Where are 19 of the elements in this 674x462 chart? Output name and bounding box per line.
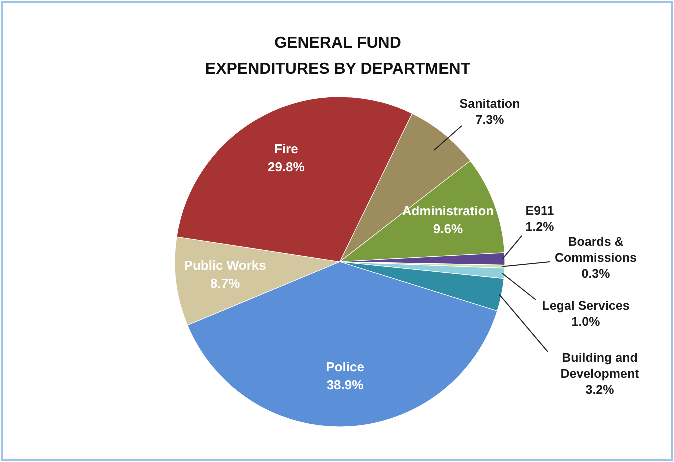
data-label: 8.7%: [210, 276, 241, 291]
slice-label: Boards & Commissions: [555, 235, 638, 265]
data-label: 1.0%: [572, 315, 600, 329]
slice-label: Sanitation: [460, 97, 520, 111]
slice-label: Police: [326, 359, 364, 374]
slice-label: Legal Services: [542, 299, 630, 313]
data-label: 0.3%: [582, 267, 610, 281]
data-label: 3.2%: [586, 383, 614, 397]
slice-label: Fire: [274, 142, 298, 157]
data-label: 38.9%: [326, 377, 364, 392]
chart-title: GENERAL FUND EXPENDITURES BY DEPARTMENT: [205, 35, 471, 78]
slice-label: Building and Development: [560, 351, 640, 381]
slice-label: Public Works: [184, 258, 266, 273]
data-label: 1.2%: [526, 220, 554, 234]
slice-label: E911: [526, 204, 554, 218]
slice-label: Administration: [402, 204, 494, 219]
data-label: 29.8%: [268, 160, 306, 175]
data-label: 7.3%: [476, 113, 504, 127]
data-label: 9.6%: [433, 222, 464, 237]
